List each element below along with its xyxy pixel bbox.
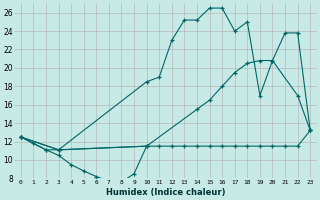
X-axis label: Humidex (Indice chaleur): Humidex (Indice chaleur) <box>106 188 225 197</box>
